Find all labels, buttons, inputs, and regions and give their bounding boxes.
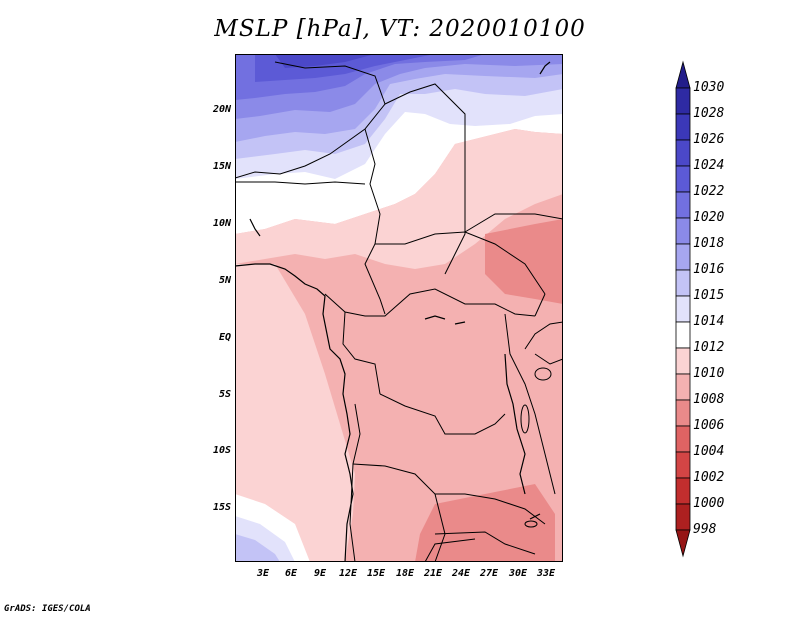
colorbar-segment	[675, 373, 691, 401]
colorbar-level-label: 1026	[693, 132, 725, 147]
colorbar-segment	[675, 191, 691, 219]
lat-label-5s: 5S	[218, 389, 231, 400]
colorbar-segment	[675, 347, 691, 375]
lon-label-30e: 30E	[508, 568, 528, 579]
colorbar-segment	[675, 425, 691, 453]
colorbar-segment	[675, 451, 691, 479]
lat-label-20n: 20N	[212, 104, 231, 115]
colorbar-level-label: 1014	[693, 314, 725, 329]
lat-label-15s: 15S	[212, 502, 231, 513]
field-sw-1016	[235, 534, 280, 562]
colorbar-level-label: 1024	[693, 158, 725, 173]
lon-label-24e: 24E	[451, 568, 471, 579]
colorbar-segment	[675, 87, 691, 115]
map-title: MSLP [hPa], VT: 2020010100	[214, 16, 586, 42]
colorbar-level-label: 1004	[693, 444, 725, 459]
colorbar-level-label: 1008	[693, 392, 725, 407]
colorbar-segment	[675, 217, 691, 245]
colorbar-segment	[675, 477, 691, 505]
colorbar-segment	[675, 399, 691, 427]
field-north-1026	[275, 54, 375, 68]
colorbar-level-label: 1006	[693, 418, 725, 433]
coastlines	[235, 61, 551, 562]
lakes	[520, 367, 552, 528]
lat-label-10s: 10S	[212, 445, 231, 456]
colorbar-segment	[675, 60, 691, 89]
colorbar-level-label: 998	[693, 522, 717, 537]
colorbar-segment	[675, 321, 691, 349]
colorbar-level-label: 1020	[693, 210, 725, 225]
field-sahel-pink	[235, 129, 563, 269]
map-frame	[235, 54, 563, 562]
colorbar-segment	[675, 503, 691, 531]
lon-label-3e: 3E	[256, 568, 270, 579]
lon-label-9e: 9E	[313, 568, 327, 579]
colorbar-segment	[675, 165, 691, 193]
grads-credit: GrADS: IGES/COLA	[4, 604, 91, 614]
colorbar	[675, 60, 691, 558]
colorbar-segment	[675, 269, 691, 297]
lon-label-15e: 15E	[366, 568, 386, 579]
lon-label-6e: 6E	[284, 568, 298, 579]
colorbar-segment	[675, 113, 691, 141]
lon-label-12e: 12E	[338, 568, 358, 579]
colorbar-level-label: 1016	[693, 262, 725, 277]
field-east-1008	[485, 219, 563, 304]
lat-label-5n: 5N	[218, 275, 231, 286]
colorbar-segment	[675, 529, 691, 558]
colorbar-segment	[675, 139, 691, 167]
lon-label-33e: 33E	[536, 568, 556, 579]
colorbar-level-label: 1012	[693, 340, 725, 355]
lat-label-10n: 10N	[212, 218, 231, 229]
lon-label-18e: 18E	[395, 568, 415, 579]
pressure-map	[235, 54, 563, 562]
lon-label-21e: 21E	[423, 568, 443, 579]
colorbar-level-label: 1022	[693, 184, 725, 199]
lon-label-27e: 27E	[479, 568, 499, 579]
colorbar-segment	[675, 295, 691, 323]
lat-label-15n: 15N	[212, 161, 231, 172]
colorbar-level-label: 1030	[693, 80, 725, 95]
colorbar-segment	[675, 243, 691, 271]
lat-label-eq: EQ	[218, 332, 231, 343]
country-borders	[235, 61, 563, 562]
colorbar-level-label: 1000	[693, 496, 725, 511]
colorbar-level-label: 1002	[693, 470, 725, 485]
colorbar-level-label: 1015	[693, 288, 725, 303]
colorbar-level-label: 1010	[693, 366, 725, 381]
field-ocean-west	[235, 264, 355, 562]
colorbar-level-label: 1028	[693, 106, 725, 121]
colorbar-level-label: 1018	[693, 236, 725, 251]
